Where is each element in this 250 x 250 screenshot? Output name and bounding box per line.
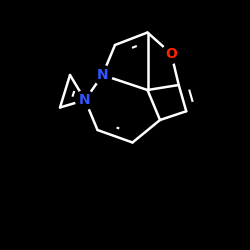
Text: N: N <box>79 93 91 107</box>
Circle shape <box>93 66 112 84</box>
Text: O: O <box>165 47 177 61</box>
Text: N: N <box>97 68 108 82</box>
Circle shape <box>162 44 181 63</box>
Circle shape <box>76 90 94 110</box>
